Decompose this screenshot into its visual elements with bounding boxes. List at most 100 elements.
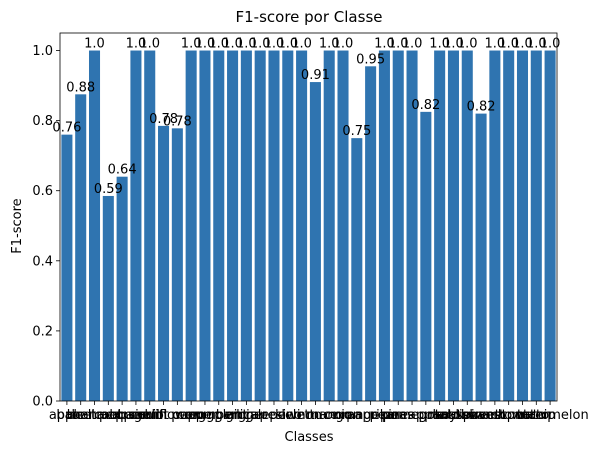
bar-soy-beans	[461, 50, 473, 402]
bar-sweetpotato	[503, 50, 515, 402]
data-label: 0.59	[94, 182, 123, 197]
x-tick-label: pineapple	[380, 408, 444, 423]
bar-cucumber	[199, 50, 211, 402]
bar-sweetcorn	[489, 50, 501, 402]
x-tick-label: turnip	[517, 408, 556, 423]
data-label: 1.0	[277, 37, 298, 52]
data-label: 1.0	[498, 37, 519, 52]
bar-turnip	[530, 50, 542, 402]
data-label: 0.91	[301, 68, 330, 83]
x-tick-label: carrot	[131, 408, 169, 423]
x-tick-label: orange	[334, 408, 380, 423]
bar-lemon	[296, 50, 308, 402]
data-label: 1.0	[236, 37, 257, 52]
x-tick-label: garlic	[215, 408, 251, 423]
y-tick-label: 0.2	[32, 324, 53, 339]
x-tick-label: grapes	[238, 408, 283, 423]
x-tick-label: beetroot	[67, 408, 122, 423]
x-tick-label: soy beans	[434, 408, 500, 423]
data-label: 1.0	[512, 37, 533, 52]
x-tick-label: kiwi	[275, 408, 300, 423]
y-tick-label: 0.4	[32, 254, 53, 269]
data-label: 1.0	[429, 37, 450, 52]
bar-potato	[434, 50, 446, 402]
bar-apple	[61, 134, 73, 401]
bar-lettuce	[309, 82, 321, 402]
data-label: 1.0	[195, 37, 216, 52]
data-label: 1.0	[222, 37, 243, 52]
bar-capsicum	[130, 50, 142, 402]
x-tick-label: bell pepper	[71, 408, 145, 423]
bar-spinach	[475, 113, 487, 401]
bar-carrot	[144, 50, 156, 402]
bar-onion	[337, 50, 349, 402]
data-label: 1.0	[208, 37, 229, 52]
x-tick-label: lemon	[281, 408, 321, 423]
bar-eggplant	[213, 50, 225, 402]
data-label: 1.0	[402, 37, 423, 52]
data-label: 1.0	[443, 37, 464, 52]
data-label: 1.0	[540, 37, 561, 52]
x-tick-label: tomato	[499, 408, 546, 423]
data-label: 0.75	[342, 124, 371, 139]
x-tick-label: cucumber	[172, 408, 238, 423]
data-label: 1.0	[291, 37, 312, 52]
data-label: 0.76	[52, 121, 81, 136]
bar-jalepeno	[268, 50, 280, 402]
bar-peas	[392, 50, 404, 402]
x-axis-label: Classes	[285, 430, 334, 445]
bar-grapes	[254, 50, 266, 402]
bar-beetroot	[88, 50, 101, 402]
bar-pomegranate	[420, 111, 432, 401]
data-label: 1.0	[181, 37, 202, 52]
x-tick-label: banana	[56, 408, 105, 423]
data-label: 0.64	[108, 163, 137, 178]
x-tick-label: lettuce	[293, 408, 338, 423]
x-tick-label: peas	[383, 408, 414, 423]
x-tick-label: ginger	[226, 408, 268, 423]
y-tick-label: 0.6	[32, 184, 53, 199]
x-tick-label: paprika	[346, 408, 395, 423]
data-label: 1.0	[374, 37, 395, 52]
bar-ginger	[240, 50, 252, 402]
bar-kiwi	[282, 50, 294, 402]
data-label: 0.95	[356, 52, 385, 67]
x-tick-label: pear	[370, 408, 400, 423]
bar-watermelon	[544, 50, 556, 402]
x-tick-label: cabbage	[94, 408, 150, 423]
data-label: 1.0	[457, 37, 478, 52]
plot-frame	[59, 32, 558, 402]
y-axis-label: F1-score	[10, 198, 25, 253]
x-tick-label: cauliflower	[128, 408, 199, 423]
data-label: 0.78	[163, 114, 192, 129]
data-label: 1.0	[333, 37, 354, 52]
bar-cabbage	[116, 176, 128, 401]
data-label: 1.0	[526, 37, 547, 52]
x-tick-label: pomegranate	[382, 408, 470, 423]
x-tick-label: sweetpotato	[468, 408, 549, 423]
x-tick-label: corn	[177, 408, 205, 423]
data-label: 1.0	[485, 37, 506, 52]
x-tick-label: jalepeno	[245, 408, 302, 423]
data-label: 1.0	[126, 37, 147, 52]
x-tick-label: chilli pepper	[137, 408, 218, 423]
x-tick-label: onion	[325, 408, 361, 423]
x-tick-label: eggplant	[190, 408, 248, 423]
bar-orange	[351, 138, 363, 401]
data-label: 1.0	[250, 37, 271, 52]
axes-layer: 0.0 0.2 0.4 0.6 0.8 1.0 applebananabeetrootbel…	[32, 32, 589, 423]
x-tick-label: sweetcorn	[461, 408, 528, 423]
chart-title: F1-score por Classe	[236, 8, 383, 26]
x-tick-label: apple	[49, 408, 85, 423]
data-label: 1.0	[264, 37, 285, 52]
bar-mango	[323, 50, 335, 402]
bar-garlic	[227, 50, 239, 402]
y-tick-label: 0.8	[32, 114, 53, 129]
data-label: 0.82	[467, 100, 496, 115]
bar-tomato	[516, 50, 529, 402]
data-label: 1.0	[388, 37, 409, 52]
y-tick-label: 1.0	[32, 44, 53, 59]
data-label: 1.0	[319, 37, 340, 52]
